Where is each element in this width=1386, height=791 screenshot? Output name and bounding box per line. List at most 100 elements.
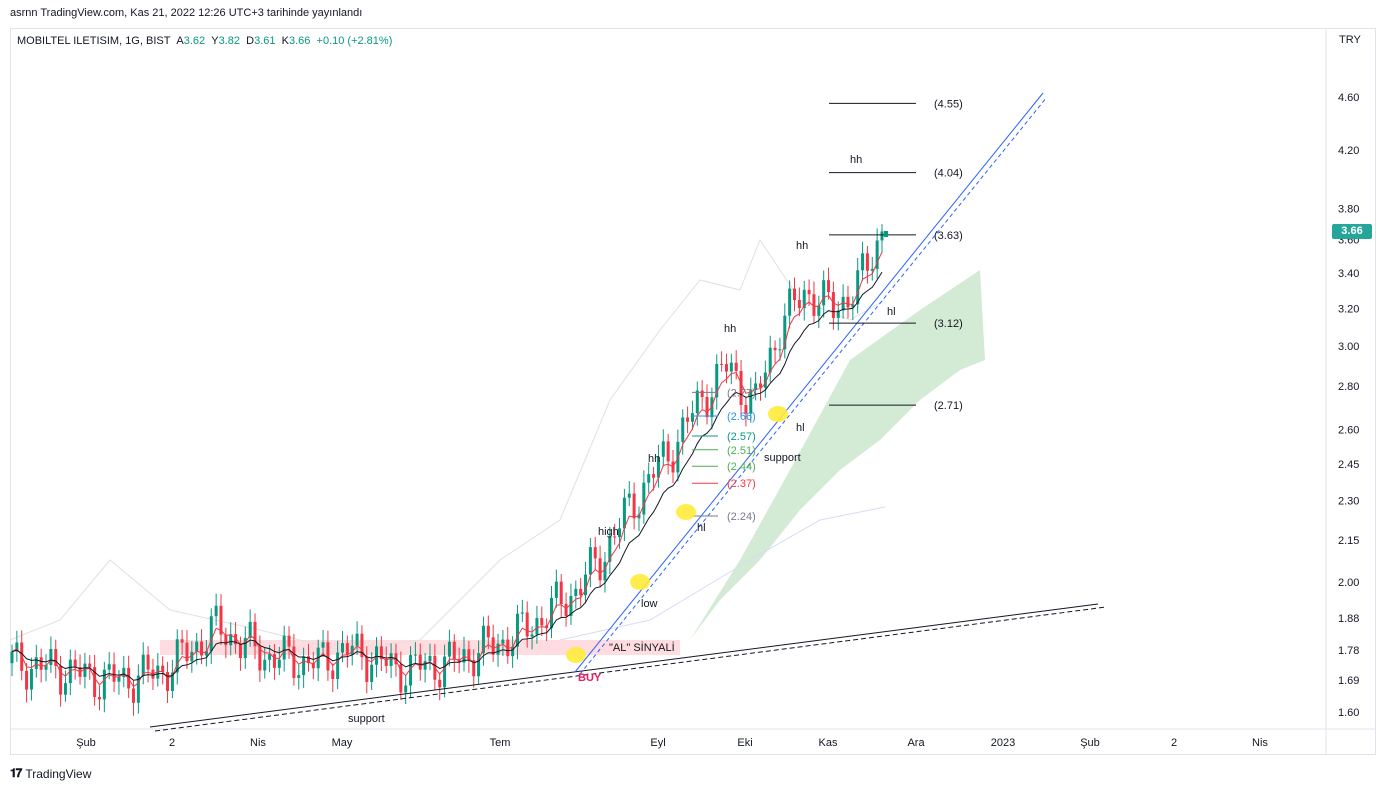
candle-body (156, 665, 160, 679)
price-tick-label: 1.88 (1338, 613, 1359, 625)
chart-annotation: hh (850, 154, 862, 166)
candle-body (525, 612, 529, 637)
low-label: D (246, 35, 255, 47)
candle-body (754, 383, 758, 390)
candle-body (112, 664, 116, 682)
time-tick-label: Ara (907, 737, 925, 749)
chart-annotation: hl (697, 522, 706, 534)
candle-body (73, 659, 77, 668)
signal-marker (768, 406, 788, 422)
fib-level-label: (2.57) (727, 431, 756, 443)
candle-body (132, 688, 136, 703)
support-trendline-dashed (154, 606, 1107, 732)
candle-body (243, 637, 247, 658)
candle-body (258, 646, 262, 671)
close-label: K (281, 35, 289, 47)
candle-body (477, 653, 481, 677)
candle-body (360, 633, 364, 658)
candle-body (438, 679, 442, 688)
candle-body (734, 362, 738, 371)
chart-annotation: hh (796, 240, 808, 252)
publisher-line: asrnn TradingView.com, Kas 21, 2022 12:2… (10, 7, 363, 19)
candle-body (331, 670, 335, 680)
candle-body (409, 654, 413, 686)
candle-body (720, 363, 724, 365)
candle-body (793, 288, 797, 301)
price-tick-label: 1.60 (1338, 707, 1359, 719)
candle-body (287, 635, 291, 647)
candle-body (452, 641, 456, 659)
price-tick-label: 2.80 (1338, 381, 1359, 393)
target-level-label: (3.12) (934, 318, 963, 330)
candle-body (379, 646, 383, 660)
candle-body (579, 588, 583, 596)
signal-marker (566, 647, 586, 663)
chart-annotation: support (764, 452, 801, 464)
candle-body (656, 456, 660, 478)
price-tick-label: 2.15 (1338, 535, 1359, 547)
lagging-span-line (9, 238, 886, 651)
chart-annotation: "AL" SİNYALİ (609, 641, 675, 654)
candle-body (302, 656, 306, 676)
fib-level-label: (2.51) (727, 445, 756, 457)
candle-body (15, 642, 19, 652)
price-tick-label: 1.78 (1338, 645, 1359, 657)
candle-body (423, 660, 427, 670)
candle-body (263, 659, 267, 671)
candle-body (238, 644, 242, 658)
time-tick-label: Kas (819, 737, 838, 749)
candle-body (768, 347, 772, 373)
candle-body (758, 383, 762, 388)
candle-body (467, 649, 471, 661)
candle-body (554, 581, 558, 598)
candle-body (841, 296, 845, 311)
candle-body (715, 363, 719, 398)
candle-body (812, 294, 816, 316)
candle-body (695, 390, 699, 414)
currency-label[interactable]: TRY (1339, 34, 1361, 46)
candle-body (846, 296, 850, 308)
chart-annotation: hl (796, 422, 805, 434)
candle-body (690, 413, 694, 422)
close-value: 3.66 (288, 35, 311, 47)
candle-body (613, 536, 617, 538)
candle-body (185, 642, 189, 662)
candle-body (652, 474, 656, 478)
candle-body (25, 670, 29, 690)
candle-body (817, 305, 821, 316)
candle-body (418, 654, 422, 670)
time-tick-label: 2 (169, 737, 175, 749)
price-tick-label: 3.00 (1338, 341, 1359, 353)
tradingview-logo-icon: 𝟏𝟕 (10, 766, 22, 780)
fib-level-label: (2.24) (727, 511, 756, 523)
support-trendline (149, 603, 1099, 728)
candle-body (136, 675, 140, 703)
ichimoku-cloud-bull (690, 270, 985, 640)
candle-body (827, 280, 831, 293)
candle-body (744, 405, 748, 414)
candle-body (549, 597, 553, 629)
candle-body (306, 656, 310, 664)
candle-body (341, 643, 345, 653)
price-tick-label: 4.20 (1338, 145, 1359, 157)
candle-body (345, 643, 349, 655)
candle-body (389, 653, 393, 666)
candle-body (399, 664, 403, 693)
candle-body (68, 659, 72, 684)
chart-annotation: support (348, 713, 385, 725)
chart-annotation: high (598, 526, 619, 538)
candle-body (870, 268, 874, 271)
candle-body (88, 663, 92, 668)
candle-body (282, 635, 286, 660)
open-label: A (176, 35, 184, 47)
ema-fast-line (11, 251, 883, 688)
candle-body (724, 364, 728, 372)
candle-body (564, 604, 568, 616)
chart-annotation: hh (724, 323, 736, 335)
time-tick-label: Şub (76, 737, 96, 749)
candle-body (122, 667, 126, 678)
tradingview-brand[interactable]: 𝟏𝟕 TradingView (10, 766, 91, 781)
candle-body (170, 672, 174, 692)
candle-body (603, 561, 607, 581)
